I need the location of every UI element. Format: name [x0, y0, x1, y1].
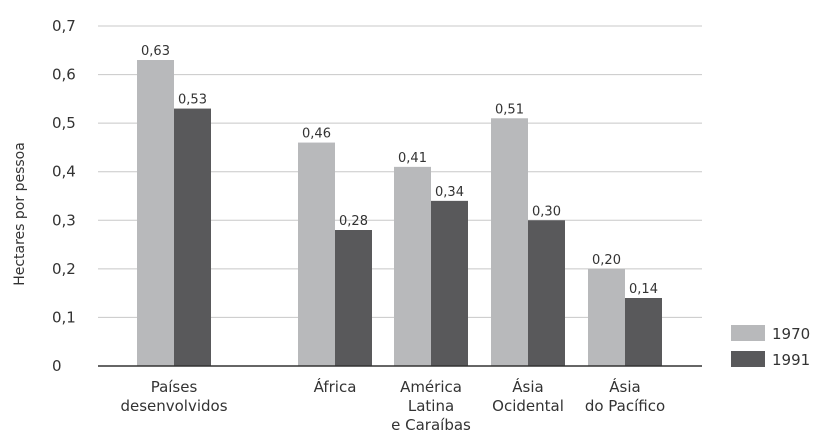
category-label: Países desenvolvidos	[120, 378, 227, 415]
data-label: 0,14	[629, 282, 658, 297]
bars	[137, 60, 662, 367]
data-label: 0,63	[141, 44, 170, 59]
y-tick-label: 0,4	[52, 163, 76, 181]
y-tick-label: 0,1	[52, 308, 76, 326]
data-label: 0,46	[302, 127, 331, 142]
bar-1991	[431, 200, 468, 366]
data-label: 0,51	[495, 102, 524, 117]
y-axis-title: Hectares por pessoa	[12, 142, 28, 286]
data-label: 0,30	[532, 204, 561, 219]
data-label: 0,28	[339, 214, 368, 229]
data-label: 0,34	[435, 185, 464, 200]
bar-1970	[491, 118, 528, 367]
y-tick-label: 0,6	[52, 66, 76, 84]
bar-1970	[137, 60, 174, 366]
bar-1991	[174, 108, 211, 367]
y-tick-label: 0,7	[52, 17, 76, 35]
category-label: Ásia do Pacífico	[585, 377, 665, 415]
y-tick-label: 0,5	[52, 114, 76, 132]
bar-1991	[335, 230, 372, 366]
category-label: Ásia Ocidental	[492, 377, 564, 415]
bar-1991	[528, 220, 565, 366]
legend-swatch-1991	[731, 351, 765, 367]
y-tick-label: 0,3	[52, 211, 76, 229]
data-label: 0,20	[592, 253, 621, 268]
legend-label: 1991	[772, 351, 810, 369]
legend: 1970 1991	[731, 325, 810, 369]
bar-1970	[298, 142, 335, 366]
value-labels: 0,63 0,46 0,41 0,51 0,20 0,53 0,28 0,34 0,30 0,14	[141, 44, 658, 297]
legend-label: 1970	[772, 325, 810, 343]
category-label: África	[314, 377, 357, 396]
bar-1970	[394, 166, 431, 366]
y-axis-ticks: 0 0,1 0,2 0,3 0,4 0,5 0,6 0,7	[52, 17, 76, 375]
bar-1991	[625, 298, 662, 366]
legend-swatch-1970	[731, 325, 765, 341]
y-tick-label: 0,2	[52, 260, 76, 278]
bar-1970	[588, 268, 625, 366]
y-tick-label: 0	[52, 357, 62, 375]
category-labels: Países desenvolvidos África América Latina e …	[120, 377, 665, 434]
data-label: 0,41	[398, 151, 427, 166]
data-label: 0,53	[178, 93, 207, 108]
category-label: América Latina e Caraíbas	[391, 378, 471, 434]
